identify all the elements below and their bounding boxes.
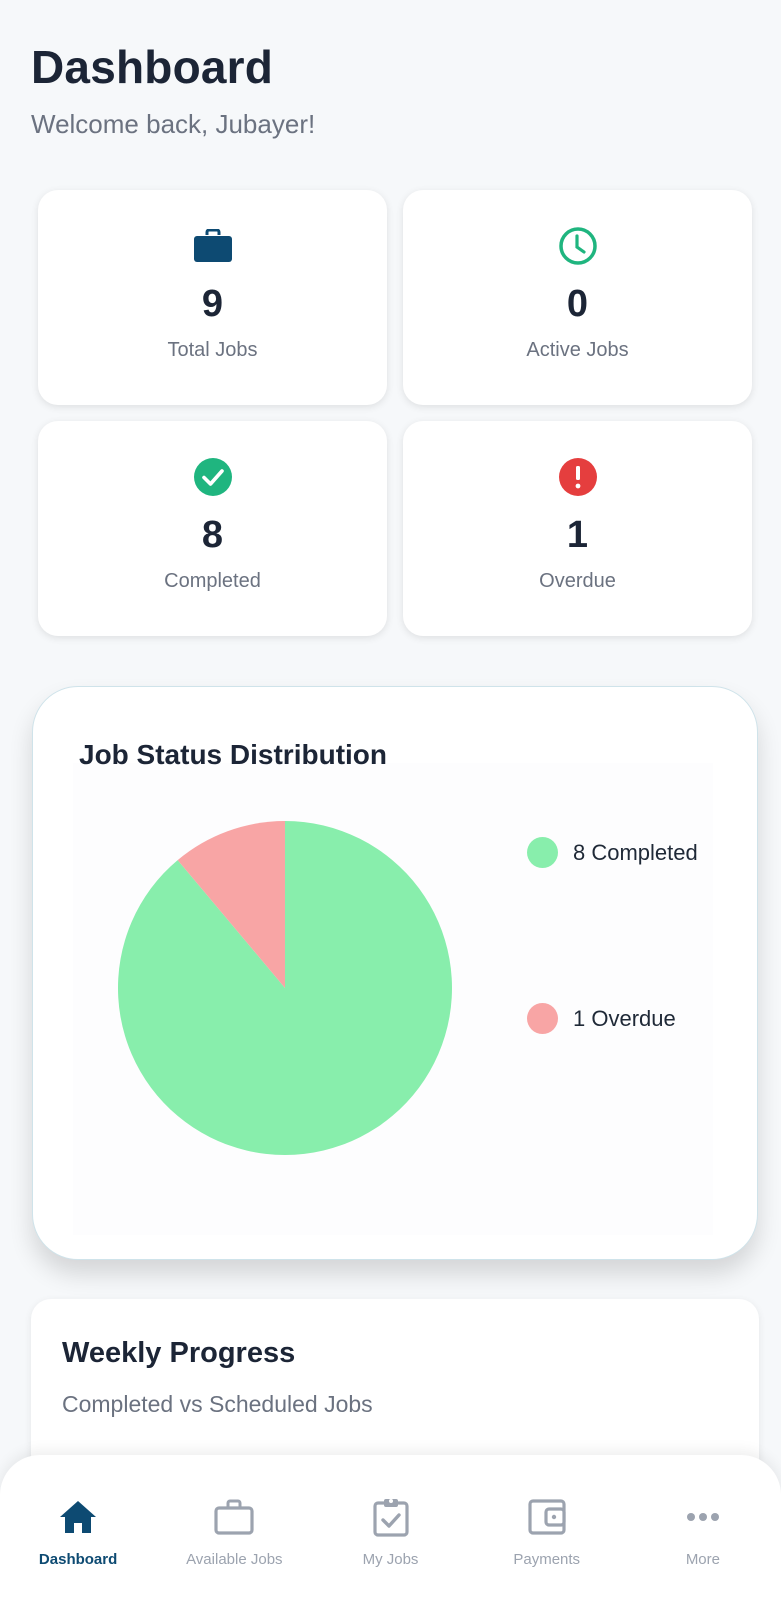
legend-dot-icon: [527, 837, 558, 868]
nav-item-more[interactable]: More: [625, 1455, 781, 1599]
page-header: Dashboard Welcome back, Jubayer!: [31, 40, 315, 140]
briefcase-icon: [193, 226, 233, 266]
alert-circle-icon: [558, 457, 598, 497]
nav-item-my-jobs[interactable]: My Jobs: [312, 1455, 468, 1599]
weekly-progress-title: Weekly Progress: [62, 1337, 296, 1369]
legend-item-completed: 8 Completed: [527, 837, 698, 868]
home-icon: [58, 1497, 98, 1537]
briefcase-outline-icon: [214, 1497, 254, 1537]
legend-label: 1 Overdue: [573, 1005, 676, 1031]
nav-label: Available Jobs: [186, 1551, 283, 1568]
stat-card-active-jobs[interactable]: 0 Active Jobs: [403, 190, 752, 405]
nav-item-payments[interactable]: Payments: [469, 1455, 625, 1599]
stat-label: Completed: [164, 570, 261, 592]
nav-label: My Jobs: [362, 1551, 419, 1568]
pie-slice-overdue[interactable]: [177, 821, 285, 988]
stat-card-overdue[interactable]: 1 Overdue: [403, 421, 752, 636]
clipboard-check-icon: [371, 1497, 411, 1537]
stat-card-total-jobs[interactable]: 9 Total Jobs: [38, 190, 387, 405]
nav-label: Dashboard: [38, 1551, 118, 1568]
nav-label: Payments: [513, 1551, 581, 1568]
stat-label: Overdue: [539, 570, 616, 592]
stat-value: 8: [201, 514, 224, 556]
stat-value: 0: [566, 283, 589, 325]
stat-card-completed[interactable]: 8 Completed: [38, 421, 387, 636]
legend-label: 8 Completed: [573, 839, 698, 865]
stat-value: 1: [566, 514, 589, 556]
stat-label: Active Jobs: [526, 339, 629, 361]
page-title: Dashboard: [31, 41, 274, 93]
legend-dot-icon: [527, 1003, 558, 1034]
stat-value: 9: [201, 283, 224, 325]
weekly-progress-subtitle: Completed vs Scheduled Jobs: [62, 1391, 373, 1417]
pie-chart: [117, 821, 452, 1155]
stat-label: Total Jobs: [167, 339, 258, 361]
wallet-icon: [527, 1497, 567, 1537]
bottom-navigation: Dashboard Available Jobs My Jobs: [0, 1455, 781, 1599]
nav-item-dashboard[interactable]: Dashboard: [0, 1455, 156, 1599]
chart-title: Job Status Distribution: [79, 739, 387, 770]
job-status-chart-card: Job Status Distribution 8 Completed 1 Ov…: [32, 686, 758, 1260]
legend-item-overdue: 1 Overdue: [527, 1003, 676, 1034]
nav-item-available-jobs[interactable]: Available Jobs: [156, 1455, 312, 1599]
check-circle-icon: [193, 457, 233, 497]
stats-grid: 9 Total Jobs 0 Active Jobs 8 Completed: [38, 190, 752, 636]
nav-label: More: [685, 1551, 720, 1568]
pie-slice-completed[interactable]: [117, 821, 452, 1155]
welcome-message: Welcome back, Jubayer!: [31, 109, 316, 139]
more-horizontal-icon: [683, 1497, 723, 1537]
clock-icon: [558, 226, 598, 266]
